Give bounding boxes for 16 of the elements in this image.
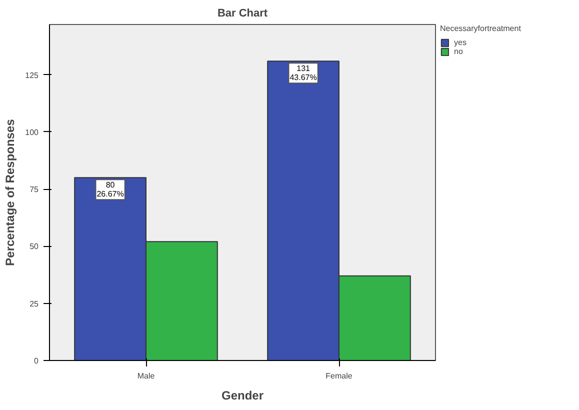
legend-label: yes	[454, 38, 468, 47]
data-label: 131 43.67%	[290, 64, 317, 82]
x-tick-label: Male	[137, 372, 156, 380]
y-tick-label: 125	[25, 70, 40, 80]
x-axis-title: Gender	[221, 388, 264, 402]
y-axis-title: Percentage of Responses	[3, 118, 18, 266]
legend-label: no	[454, 47, 464, 56]
data-label: 80 26.67%	[96, 180, 124, 199]
y-tick-label: 75	[30, 185, 40, 194]
legend-title: Necessaryfortreatment	[440, 24, 521, 33]
y-tick-label: 25	[30, 299, 40, 308]
y-tick-label: 50	[30, 242, 40, 252]
chart-title: Bar Chart	[217, 8, 268, 20]
y-tick-label: 0	[34, 356, 40, 366]
x-tick-label: Female	[326, 372, 353, 380]
y-tick-label: 100	[25, 128, 40, 137]
